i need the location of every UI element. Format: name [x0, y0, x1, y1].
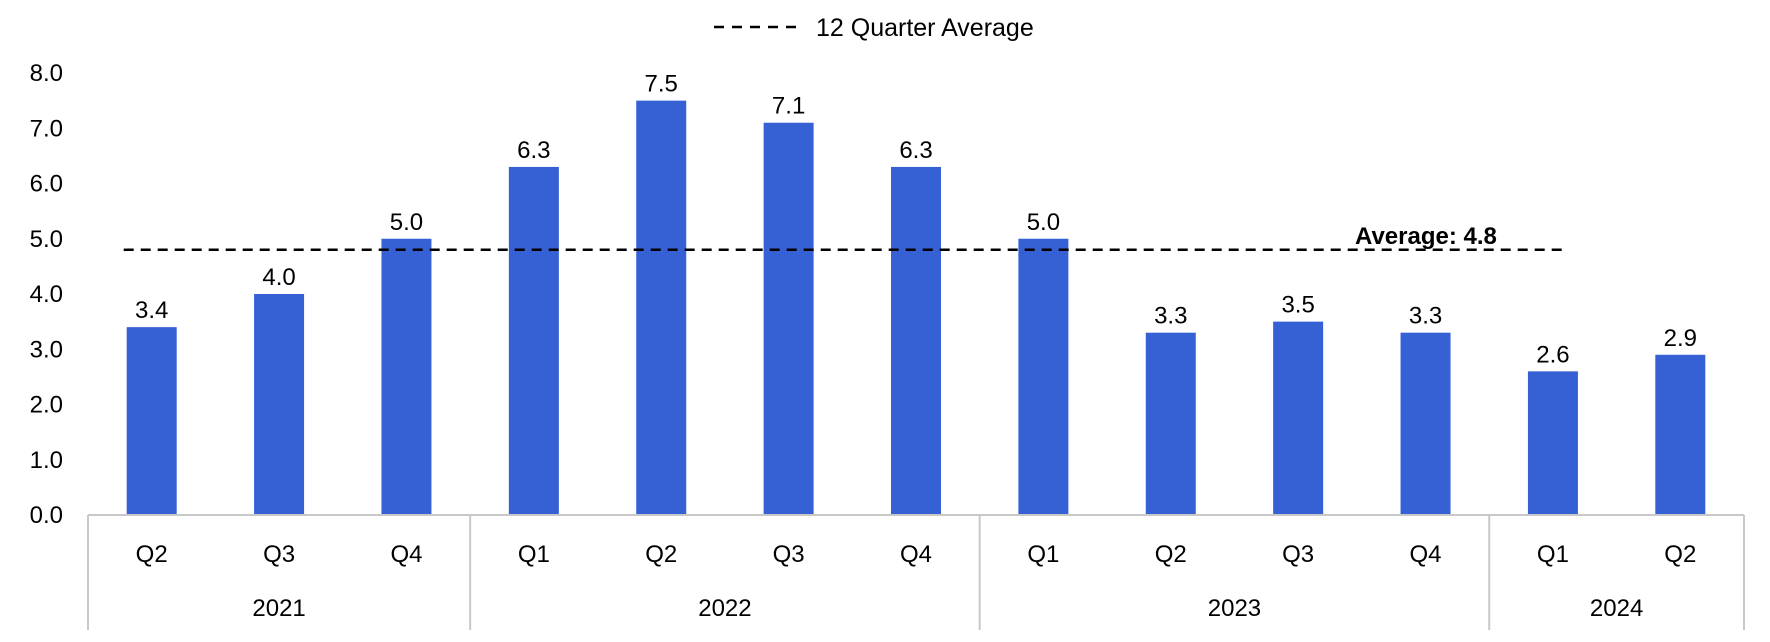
bar	[508, 166, 559, 516]
x-tick-label: Q3	[1282, 541, 1314, 568]
bar	[891, 166, 941, 516]
x-tick-label: Q2	[136, 541, 168, 568]
x-tick-label: Q1	[518, 541, 550, 568]
x-tick-label: Q4	[390, 541, 422, 568]
x-group-label: 2023	[1208, 595, 1261, 622]
bar	[1018, 238, 1069, 515]
x-tick-label: Q2	[645, 541, 677, 568]
x-tick-label: Q2	[1664, 541, 1696, 568]
x-tick-label: Q3	[263, 541, 295, 568]
bar-data-label: 7.1	[772, 93, 805, 120]
bar-data-label: 5.0	[1027, 209, 1060, 236]
bar	[763, 122, 814, 515]
x-axis: Q2 Q3 Q4 Q1 Q2 Q3 Q4 Q1 Q2 Q3 Q4 Q1 Q2 2021 2022 2023 20…	[87, 514, 1745, 630]
bar-data-label: 3.3	[1409, 303, 1442, 330]
bar-data-label: 2.6	[1536, 341, 1569, 368]
bar	[1273, 321, 1324, 515]
bar	[1400, 332, 1451, 515]
bar	[126, 327, 177, 515]
bar-data-label: 3.4	[135, 297, 168, 324]
y-tick-label: 8.0	[30, 60, 63, 87]
bar	[1655, 354, 1706, 515]
average-line-group: Average: 4.8	[123, 223, 1565, 252]
bar	[1527, 371, 1578, 515]
bar	[636, 100, 687, 515]
bar-data-label: 6.3	[517, 137, 550, 164]
y-tick-label: 6.0	[30, 171, 63, 198]
bar-data-label: 2.9	[1664, 325, 1697, 352]
x-group-label: 2021	[252, 595, 305, 622]
y-tick-label: 7.0	[30, 115, 63, 142]
bar	[381, 238, 432, 515]
y-tick-label: 4.0	[30, 281, 63, 308]
legend: 12 Quarter Average	[714, 14, 1034, 42]
bar	[1145, 332, 1196, 515]
x-tick-label: Q4	[900, 541, 932, 568]
bar-data-label: 3.5	[1281, 292, 1314, 319]
x-tick-label: Q4	[1410, 541, 1442, 568]
y-tick-label: 1.0	[30, 447, 63, 474]
y-tick-label: 3.0	[30, 336, 63, 363]
x-group-label: 2022	[698, 595, 751, 622]
bar-data-label: 5.0	[390, 209, 423, 236]
x-tick-label: Q1	[1537, 541, 1569, 568]
bar-data-label: 7.5	[645, 71, 678, 98]
y-tick-label: 5.0	[30, 226, 63, 253]
bar-data-label: 6.3	[899, 137, 932, 164]
bar-series: 3.4 4.0 5.0 6.3 7.5 7.1 6.3 5.0 3.3 3.5 3.3 2.6 2.9	[126, 71, 1706, 516]
x-tick-label: Q3	[773, 541, 805, 568]
y-tick-label: 2.0	[30, 392, 63, 419]
legend-average-label: 12 Quarter Average	[816, 14, 1034, 42]
y-tick-label: 0.0	[30, 502, 63, 529]
bar-data-label: 4.0	[262, 264, 295, 291]
x-tick-label: Q1	[1027, 541, 1059, 568]
x-group-label: 2024	[1590, 595, 1643, 622]
bar-data-label: 3.3	[1154, 303, 1187, 330]
x-tick-label: Q2	[1155, 541, 1187, 568]
y-axis: 0.0 1.0 2.0 3.0 4.0 5.0 6.0 7.0 8.0	[30, 60, 63, 529]
average-label: Average: 4.8	[1355, 223, 1497, 250]
bar	[254, 294, 305, 515]
